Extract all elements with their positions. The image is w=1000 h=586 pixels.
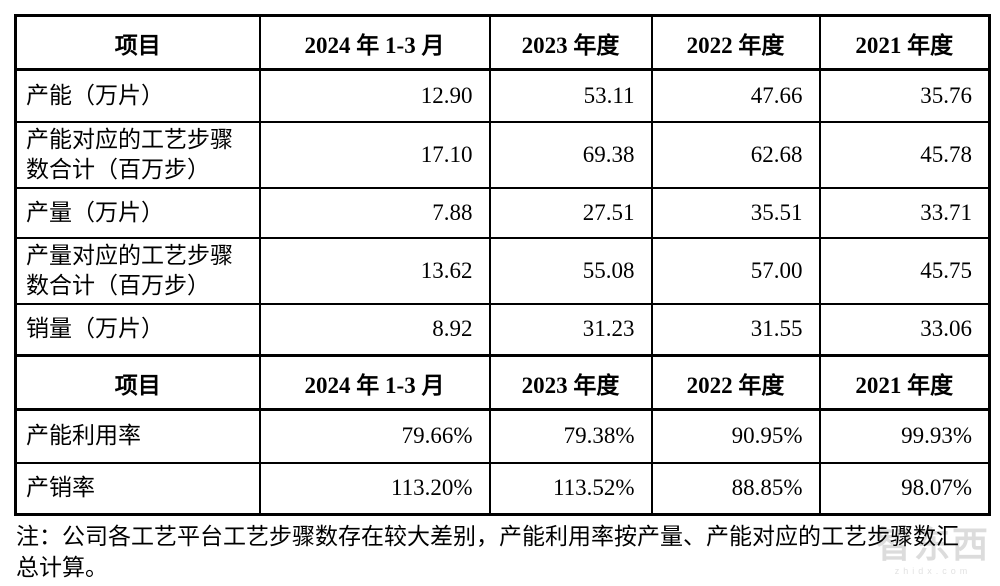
cell-value: 79.66% [258, 408, 491, 464]
watermark: 智东西 zhidx.com [876, 526, 990, 576]
table-row-sales-to-output-ratio: 产销率 113.20% 113.52% 88.85% 98.07% [14, 461, 991, 516]
column-header-2024q1: 2024 年 1-3 月 [258, 354, 491, 411]
column-header-2021: 2021 年度 [818, 354, 991, 411]
cell-value: 31.55 [650, 302, 821, 357]
cell-value: 8.92 [258, 302, 491, 357]
row-label: 销量（万片） [14, 302, 261, 357]
cell-value: 55.08 [488, 236, 653, 305]
cell-value: 98.07% [818, 461, 991, 516]
column-header-2023: 2023 年度 [488, 14, 653, 71]
cell-value: 79.38% [488, 408, 653, 464]
column-header-2021: 2021 年度 [818, 14, 991, 71]
table-row-output-steps: 产量对应的工艺步骤数合计（百万步） 13.62 55.08 57.00 45.7… [14, 236, 991, 305]
row-label: 产量（万片） [14, 186, 261, 239]
row-label: 产能（万片） [14, 68, 261, 123]
table-row-output: 产量（万片） 7.88 27.51 35.51 33.71 [14, 186, 991, 239]
cell-value: 13.62 [258, 236, 491, 305]
cell-value: 31.23 [488, 302, 653, 357]
cell-value: 88.85% [650, 461, 821, 516]
row-label: 产能利用率 [14, 408, 261, 464]
cell-value: 33.71 [818, 186, 991, 239]
table-row-capacity-utilization: 产能利用率 79.66% 79.38% 90.95% 99.93% [14, 408, 991, 464]
cell-value: 45.78 [818, 120, 991, 189]
cell-value: 47.66 [650, 68, 821, 123]
column-header-2022: 2022 年度 [650, 14, 821, 71]
table-row-capacity: 产能（万片） 12.90 53.11 47.66 35.76 [14, 68, 991, 123]
cell-value: 53.11 [488, 68, 653, 123]
watermark-logo: 智东西 [875, 525, 990, 565]
cell-value: 113.52% [488, 461, 653, 516]
cell-value: 99.93% [818, 408, 991, 464]
cell-value: 33.06 [818, 302, 991, 357]
column-header-item: 项目 [14, 354, 261, 411]
row-label: 产能对应的工艺步骤数合计（百万步） [14, 120, 261, 189]
cell-value: 35.51 [650, 186, 821, 239]
cell-value: 12.90 [258, 68, 491, 123]
table-header-row-2: 项目 2024 年 1-3 月 2023 年度 2022 年度 2021 年度 [14, 354, 991, 411]
cell-value: 57.00 [650, 236, 821, 305]
table-row-capacity-steps: 产能对应的工艺步骤数合计（百万步） 17.10 69.38 62.68 45.7… [14, 120, 991, 189]
column-header-item: 项目 [14, 14, 261, 71]
column-header-2022: 2022 年度 [650, 354, 821, 411]
row-label: 产量对应的工艺步骤数合计（百万步） [14, 236, 261, 305]
column-header-2024q1: 2024 年 1-3 月 [258, 14, 491, 71]
cell-value: 113.20% [258, 461, 491, 516]
footnote: 注：公司各工艺平台工艺步骤数存在较大差别，产能利用率按产量、产能对应的工艺步骤数… [16, 524, 959, 580]
cell-value: 17.10 [258, 120, 491, 189]
cell-value: 90.95% [650, 408, 821, 464]
cell-value: 27.51 [488, 186, 653, 239]
table-row-sales-volume: 销量（万片） 8.92 31.23 31.55 33.06 [14, 302, 991, 357]
production-stats-table: 项目 2024 年 1-3 月 2023 年度 2022 年度 2021 年度 … [14, 14, 991, 516]
cell-value: 7.88 [258, 186, 491, 239]
cell-value: 35.76 [818, 68, 991, 123]
row-label: 产销率 [14, 461, 261, 516]
cell-value: 45.75 [818, 236, 991, 305]
cell-value: 62.68 [650, 120, 821, 189]
cell-value: 69.38 [488, 120, 653, 189]
table-header-row-1: 项目 2024 年 1-3 月 2023 年度 2022 年度 2021 年度 [14, 14, 991, 71]
watermark-domain: zhidx.com [894, 566, 972, 576]
column-header-2023: 2023 年度 [488, 354, 653, 411]
